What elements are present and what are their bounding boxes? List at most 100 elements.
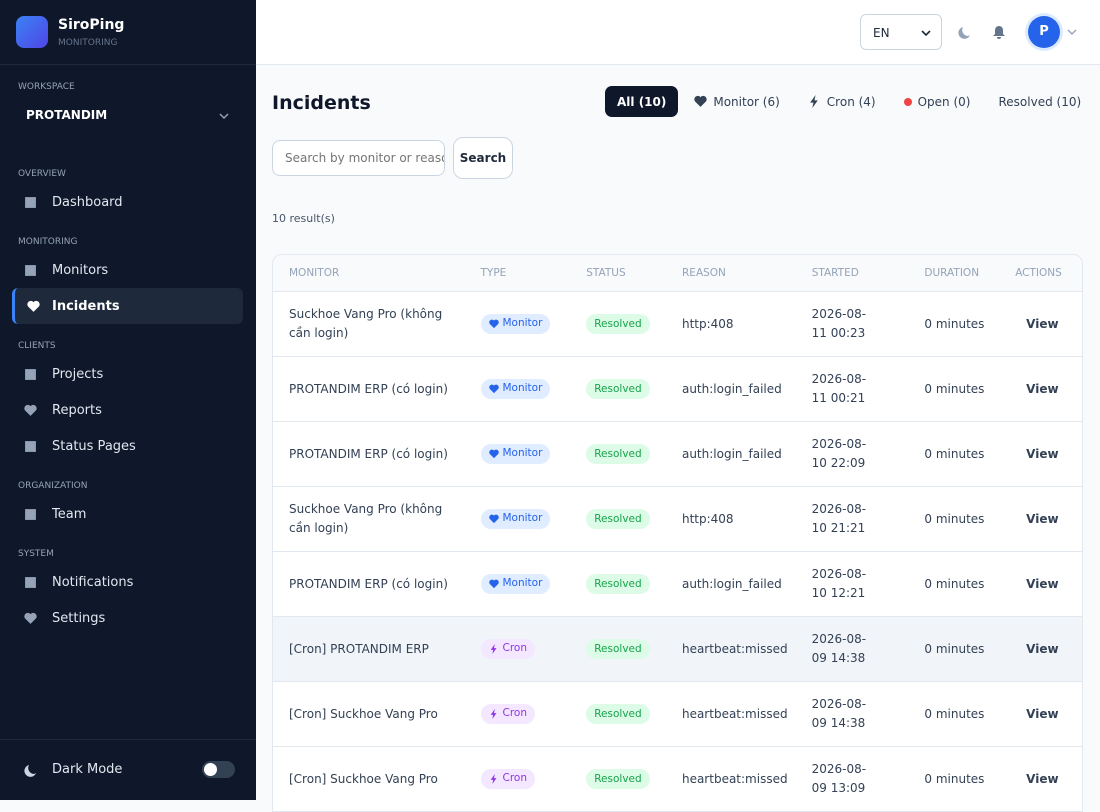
workspace-select[interactable]: PROTANDIM: [26, 108, 108, 122]
nav-section: CLIENTS Projects Reports Status Pages: [0, 332, 256, 464]
cell: Monitor: [465, 508, 571, 530]
search-button[interactable]: Search: [453, 137, 513, 179]
cell: 0 minutes: [908, 640, 999, 659]
nav-icon: [24, 404, 37, 416]
cell: Monitor: [465, 378, 571, 400]
cell-text: heartbeat:missed: [681, 706, 788, 721]
icon: [488, 449, 499, 458]
cell: View: [999, 640, 1082, 659]
nav-item[interactable]: Status Pages: [12, 428, 243, 464]
status-badge: Resolved: [586, 574, 650, 595]
notifications-button[interactable]: [992, 25, 1006, 40]
cell: 2026-08-11 00:21: [796, 370, 909, 408]
table-row: PROTANDIM ERP (có login) Monitor Resolved a…: [273, 356, 1082, 421]
nav-item[interactable]: Monitors: [12, 252, 243, 288]
nav-section: ORGANIZATION Team: [0, 472, 256, 532]
icon: [488, 514, 499, 523]
brand-tagline: MONITORING: [58, 38, 118, 48]
cell: View: [999, 445, 1082, 464]
filter-tab[interactable]: Open (0): [892, 86, 983, 117]
nav-item[interactable]: Settings: [12, 600, 243, 636]
cell-text: heartbeat:missed: [681, 771, 788, 786]
cell: View: [999, 380, 1082, 399]
cell-text: Suckhoe Vang Pro (không cần login): [289, 502, 443, 535]
cell-text: 0 minutes: [924, 706, 985, 721]
cell: heartbeat:missed: [666, 640, 796, 659]
cell: View: [999, 770, 1082, 789]
view-link[interactable]: View: [1026, 576, 1059, 591]
cell: View: [999, 510, 1082, 529]
language-select[interactable]: EN: [860, 14, 942, 50]
cell-text: heartbeat:missed: [681, 641, 788, 656]
table-header: MONITOR TYPE STATUS REASON STARTED DURATION AC…: [273, 255, 1082, 291]
nav-item[interactable]: Reports: [12, 392, 243, 428]
type-badge: Monitor: [480, 378, 551, 399]
cell: 2026-08-10 22:09: [796, 435, 909, 473]
cell: [Cron] Suckhoe Vang Pro: [273, 705, 465, 724]
status-badge: Resolved: [586, 509, 650, 530]
view-link[interactable]: View: [1026, 771, 1059, 786]
nav-item[interactable]: Dashboard: [12, 184, 243, 220]
column-header: REASON: [682, 266, 726, 279]
status-badge: Resolved: [586, 444, 650, 465]
cell: 0 minutes: [908, 510, 999, 529]
view-link[interactable]: View: [1026, 446, 1059, 461]
nav-icon: [24, 612, 37, 624]
view-link[interactable]: View: [1026, 381, 1059, 396]
filter-tab[interactable]: Resolved (10): [998, 94, 1082, 109]
view-link[interactable]: View: [1026, 316, 1059, 331]
avatar[interactable]: P: [1028, 16, 1060, 48]
column-header: STARTED: [811, 266, 859, 279]
icon: [490, 643, 496, 654]
type-badge: Monitor: [480, 508, 551, 529]
view-link[interactable]: View: [1026, 511, 1059, 526]
filter-tab[interactable]: Monitor (6): [682, 86, 791, 117]
filter-tab[interactable]: All (10): [605, 86, 679, 117]
cell-text: auth:login_failed: [681, 446, 782, 461]
nav-item[interactable]: Team: [12, 496, 243, 532]
nav-item[interactable]: Projects: [12, 356, 243, 392]
nav-item[interactable]: Notifications: [12, 564, 243, 600]
cell: 0 minutes: [908, 575, 999, 594]
filter-tab[interactable]: Cron (4): [796, 86, 888, 117]
nav-section: OVERVIEW Dashboard: [0, 160, 256, 220]
cell: Suckhoe Vang Pro (không cần login): [273, 500, 465, 538]
search-input[interactable]: [272, 140, 445, 176]
table-row: Suckhoe Vang Pro (không cần login) Monito…: [273, 486, 1082, 551]
table-row: PROTANDIM ERP (có login) Monitor Resolved a…: [273, 421, 1082, 486]
cell-text: 0 minutes: [924, 316, 985, 331]
cell: heartbeat:missed: [666, 705, 796, 724]
started: 2026-08-10 12:21: [811, 567, 867, 600]
icon: [488, 579, 499, 588]
type-badge: Cron: [480, 703, 535, 724]
table-row: [Cron] Suckhoe Vang Pro Cron Resolved heart…: [273, 746, 1082, 811]
column-header: ACTIONS: [1015, 266, 1062, 279]
cell: heartbeat:missed: [666, 770, 796, 789]
nav-item[interactable]: Incidents: [12, 288, 243, 324]
view-link[interactable]: View: [1026, 706, 1059, 721]
status-badge: Resolved: [586, 314, 650, 335]
icon: [490, 708, 496, 719]
chevron: [1067, 29, 1077, 35]
type-badge: Monitor: [480, 313, 551, 334]
cell: Monitor: [465, 573, 571, 595]
type-badge: Cron: [480, 768, 535, 789]
view-link[interactable]: View: [1026, 641, 1059, 656]
dark-mode-label: Dark Mode: [52, 762, 123, 777]
theme-button[interactable]: [958, 25, 972, 39]
column-header: TYPE: [480, 266, 507, 279]
status-badge: Resolved: [586, 769, 650, 790]
cell: 2026-08-11 00:23: [796, 305, 909, 343]
nav-icon: [25, 265, 36, 276]
table-row: PROTANDIM ERP (có login) Monitor Resolved a…: [273, 551, 1082, 616]
status-badge: Resolved: [586, 379, 650, 400]
cell: [Cron] Suckhoe Vang Pro: [273, 770, 465, 789]
workspace-label: WORKSPACE: [18, 82, 75, 92]
dark-mode-toggle[interactable]: [202, 761, 235, 778]
column-header: DURATION: [924, 266, 980, 279]
column-header: MONITOR: [289, 266, 340, 279]
cell: 2026-08-09 14:38: [796, 695, 909, 733]
nav-section-title: MONITORING: [18, 237, 78, 247]
table-row: [Cron] PROTANDIM ERP Cron Resolved heartbea…: [273, 616, 1082, 681]
moon-icon: [24, 765, 36, 777]
